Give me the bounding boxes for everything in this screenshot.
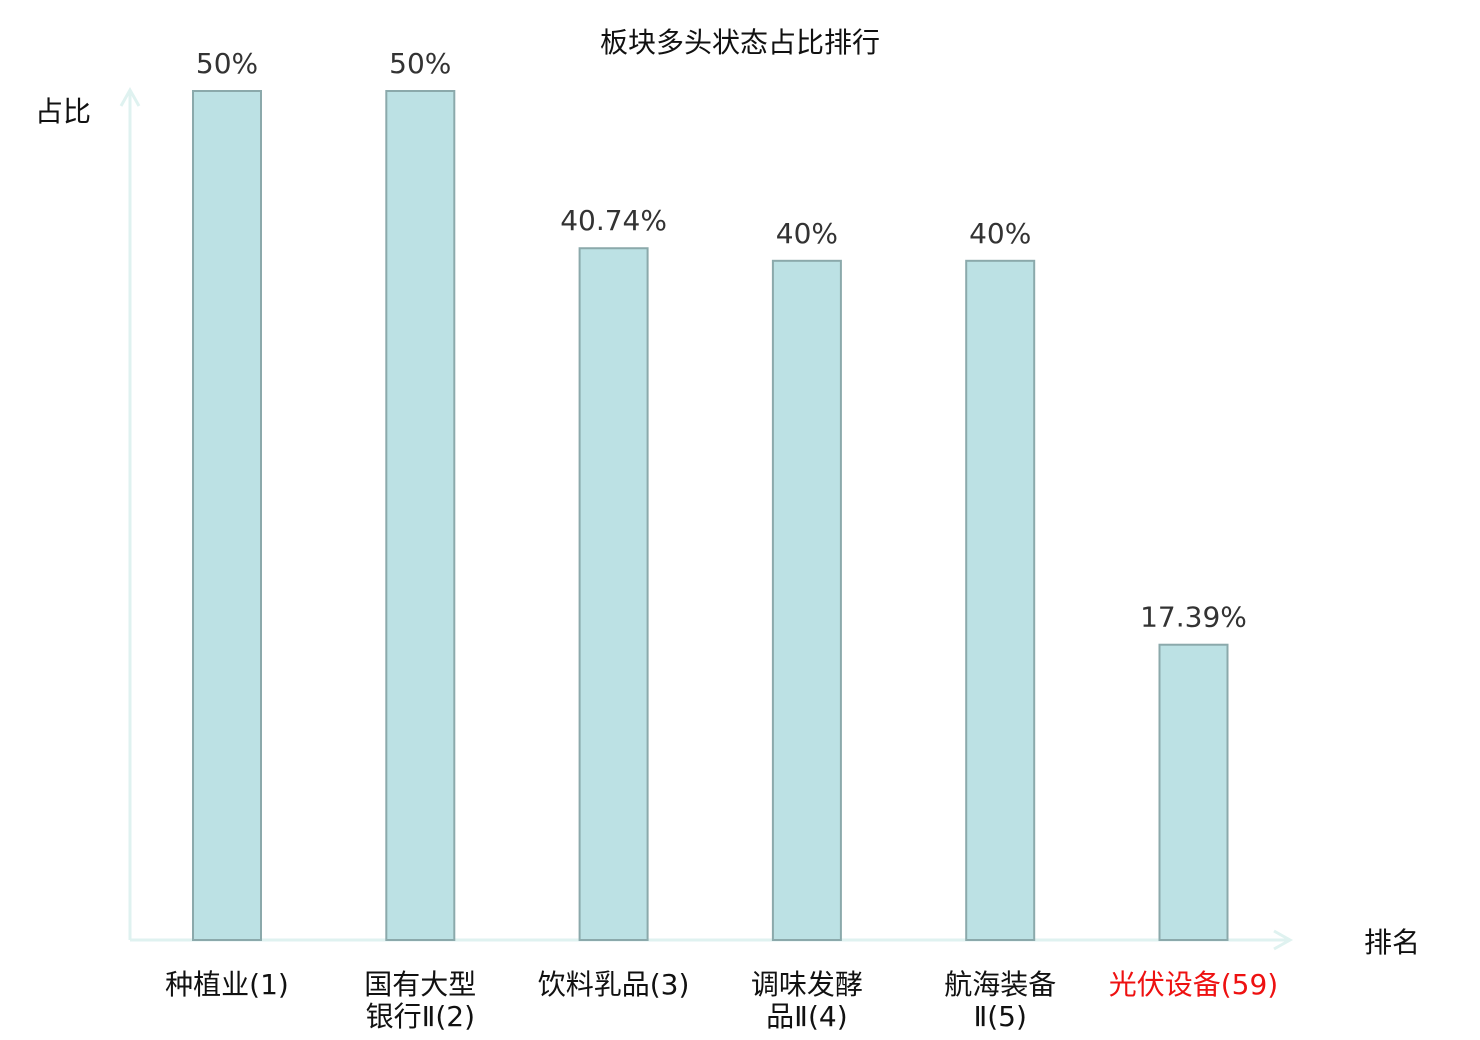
category-label: 调味发酵 bbox=[751, 968, 863, 1001]
data-label: 50% bbox=[389, 47, 451, 80]
data-label: 50% bbox=[196, 47, 258, 80]
category-label: 国有大型 bbox=[364, 968, 476, 1001]
bar bbox=[1158, 643, 1229, 941]
bar bbox=[385, 90, 456, 941]
bar bbox=[965, 259, 1036, 941]
category-label: 饮料乳品(3) bbox=[538, 968, 690, 1001]
category-label: 航海装备 bbox=[944, 968, 1056, 1001]
data-label: 17.39% bbox=[1140, 601, 1247, 634]
category-label: 银行Ⅱ(2) bbox=[366, 1000, 475, 1033]
x-axis-label: 排名 bbox=[1364, 926, 1420, 959]
chart-title: 板块多头状态占比排行 bbox=[600, 26, 880, 59]
data-label: 40% bbox=[776, 217, 838, 250]
category-label: 品Ⅱ(4) bbox=[766, 1000, 847, 1033]
bar bbox=[192, 90, 262, 941]
bar bbox=[771, 259, 842, 941]
category-label: 种植业(1) bbox=[165, 968, 289, 1001]
category-label: 光伏设备(59) bbox=[1109, 968, 1278, 1001]
category-label: Ⅱ(5) bbox=[973, 1000, 1026, 1033]
y-axis-label: 占比 bbox=[35, 95, 91, 128]
data-label: 40% bbox=[969, 217, 1031, 250]
x-axis-arrow-icon bbox=[1273, 929, 1294, 951]
bar bbox=[578, 247, 649, 941]
data-label: 40.74% bbox=[560, 204, 667, 237]
y-axis-arrow-icon bbox=[119, 86, 141, 107]
